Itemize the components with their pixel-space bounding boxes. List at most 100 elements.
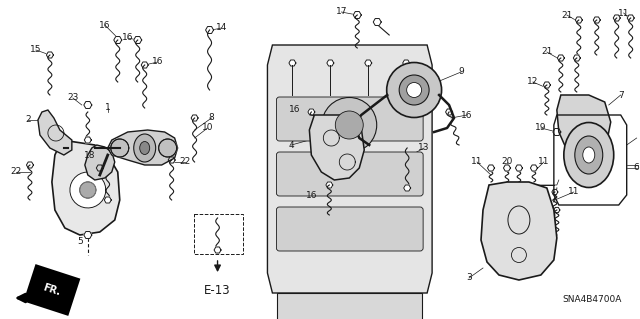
- Polygon shape: [326, 182, 333, 188]
- Polygon shape: [70, 172, 106, 208]
- Ellipse shape: [335, 111, 364, 139]
- Polygon shape: [552, 189, 558, 195]
- Text: 6: 6: [634, 164, 639, 173]
- Polygon shape: [168, 157, 175, 163]
- Text: FR.: FR.: [42, 282, 62, 298]
- Polygon shape: [26, 162, 33, 168]
- Polygon shape: [515, 165, 522, 171]
- Text: 16: 16: [152, 57, 163, 66]
- Polygon shape: [85, 145, 115, 180]
- Text: 8: 8: [209, 114, 214, 122]
- Polygon shape: [488, 165, 495, 171]
- Text: 12: 12: [527, 78, 539, 86]
- Text: 22: 22: [179, 158, 190, 167]
- Polygon shape: [553, 129, 561, 136]
- Polygon shape: [613, 15, 620, 21]
- Ellipse shape: [140, 142, 150, 154]
- Ellipse shape: [406, 83, 422, 98]
- Text: 5: 5: [77, 238, 83, 247]
- Polygon shape: [108, 130, 178, 165]
- Polygon shape: [554, 207, 560, 212]
- Text: 18: 18: [84, 151, 95, 160]
- Text: 16: 16: [289, 106, 300, 115]
- Text: 16: 16: [461, 110, 473, 120]
- Polygon shape: [205, 26, 214, 33]
- Polygon shape: [557, 55, 564, 61]
- Text: 7: 7: [618, 91, 623, 100]
- Text: 16: 16: [99, 20, 111, 29]
- Polygon shape: [277, 293, 422, 319]
- Polygon shape: [403, 60, 410, 66]
- Polygon shape: [373, 19, 381, 26]
- Text: 3: 3: [466, 273, 472, 283]
- Text: 19: 19: [535, 123, 547, 132]
- Ellipse shape: [575, 136, 603, 174]
- Polygon shape: [96, 165, 103, 171]
- Text: 13: 13: [419, 144, 430, 152]
- FancyBboxPatch shape: [276, 207, 423, 251]
- Polygon shape: [84, 101, 92, 108]
- Text: 10: 10: [202, 123, 213, 132]
- Polygon shape: [141, 62, 148, 68]
- Polygon shape: [84, 232, 92, 239]
- FancyBboxPatch shape: [276, 97, 423, 141]
- Text: 22: 22: [10, 167, 22, 176]
- Polygon shape: [38, 110, 72, 155]
- Text: 14: 14: [216, 24, 227, 33]
- Text: 23: 23: [67, 93, 79, 102]
- Polygon shape: [627, 15, 634, 21]
- Polygon shape: [573, 55, 580, 61]
- Polygon shape: [327, 60, 334, 66]
- Polygon shape: [214, 247, 221, 253]
- Text: 1: 1: [105, 103, 111, 113]
- Polygon shape: [80, 182, 96, 198]
- Text: 2: 2: [25, 115, 31, 124]
- Polygon shape: [353, 11, 361, 19]
- Ellipse shape: [134, 134, 156, 162]
- Polygon shape: [159, 139, 177, 157]
- Ellipse shape: [583, 147, 595, 163]
- Text: 11: 11: [618, 9, 630, 18]
- Text: 4: 4: [289, 140, 294, 150]
- Polygon shape: [134, 37, 141, 43]
- Polygon shape: [47, 52, 53, 58]
- Text: 11: 11: [471, 158, 483, 167]
- Text: 21: 21: [541, 48, 552, 56]
- Ellipse shape: [564, 122, 614, 188]
- Text: SNA4B4700A: SNA4B4700A: [562, 295, 621, 305]
- Polygon shape: [365, 60, 372, 66]
- Polygon shape: [557, 95, 611, 158]
- Polygon shape: [309, 115, 364, 180]
- Polygon shape: [84, 137, 92, 143]
- Text: 16: 16: [306, 190, 317, 199]
- Polygon shape: [289, 60, 296, 66]
- Ellipse shape: [387, 63, 442, 117]
- FancyBboxPatch shape: [276, 152, 423, 196]
- Polygon shape: [531, 165, 538, 171]
- Text: 11: 11: [568, 188, 580, 197]
- Ellipse shape: [322, 98, 377, 152]
- Polygon shape: [575, 17, 582, 23]
- Polygon shape: [308, 109, 315, 115]
- Text: 20: 20: [501, 158, 513, 167]
- Polygon shape: [191, 115, 198, 121]
- Polygon shape: [593, 17, 600, 23]
- Ellipse shape: [399, 75, 429, 105]
- Text: 16: 16: [122, 33, 134, 42]
- Text: 9: 9: [458, 68, 464, 77]
- Text: 15: 15: [30, 46, 42, 55]
- Text: 21: 21: [561, 11, 573, 19]
- Text: 11: 11: [538, 158, 550, 167]
- Polygon shape: [404, 185, 411, 191]
- Polygon shape: [268, 45, 432, 293]
- Polygon shape: [481, 182, 557, 280]
- Polygon shape: [114, 37, 122, 43]
- Polygon shape: [52, 140, 120, 235]
- Polygon shape: [543, 82, 550, 88]
- Polygon shape: [111, 139, 129, 157]
- Polygon shape: [104, 197, 111, 203]
- Polygon shape: [504, 165, 511, 171]
- Polygon shape: [445, 109, 452, 115]
- Text: 17: 17: [335, 8, 347, 17]
- Text: E-13: E-13: [204, 284, 231, 296]
